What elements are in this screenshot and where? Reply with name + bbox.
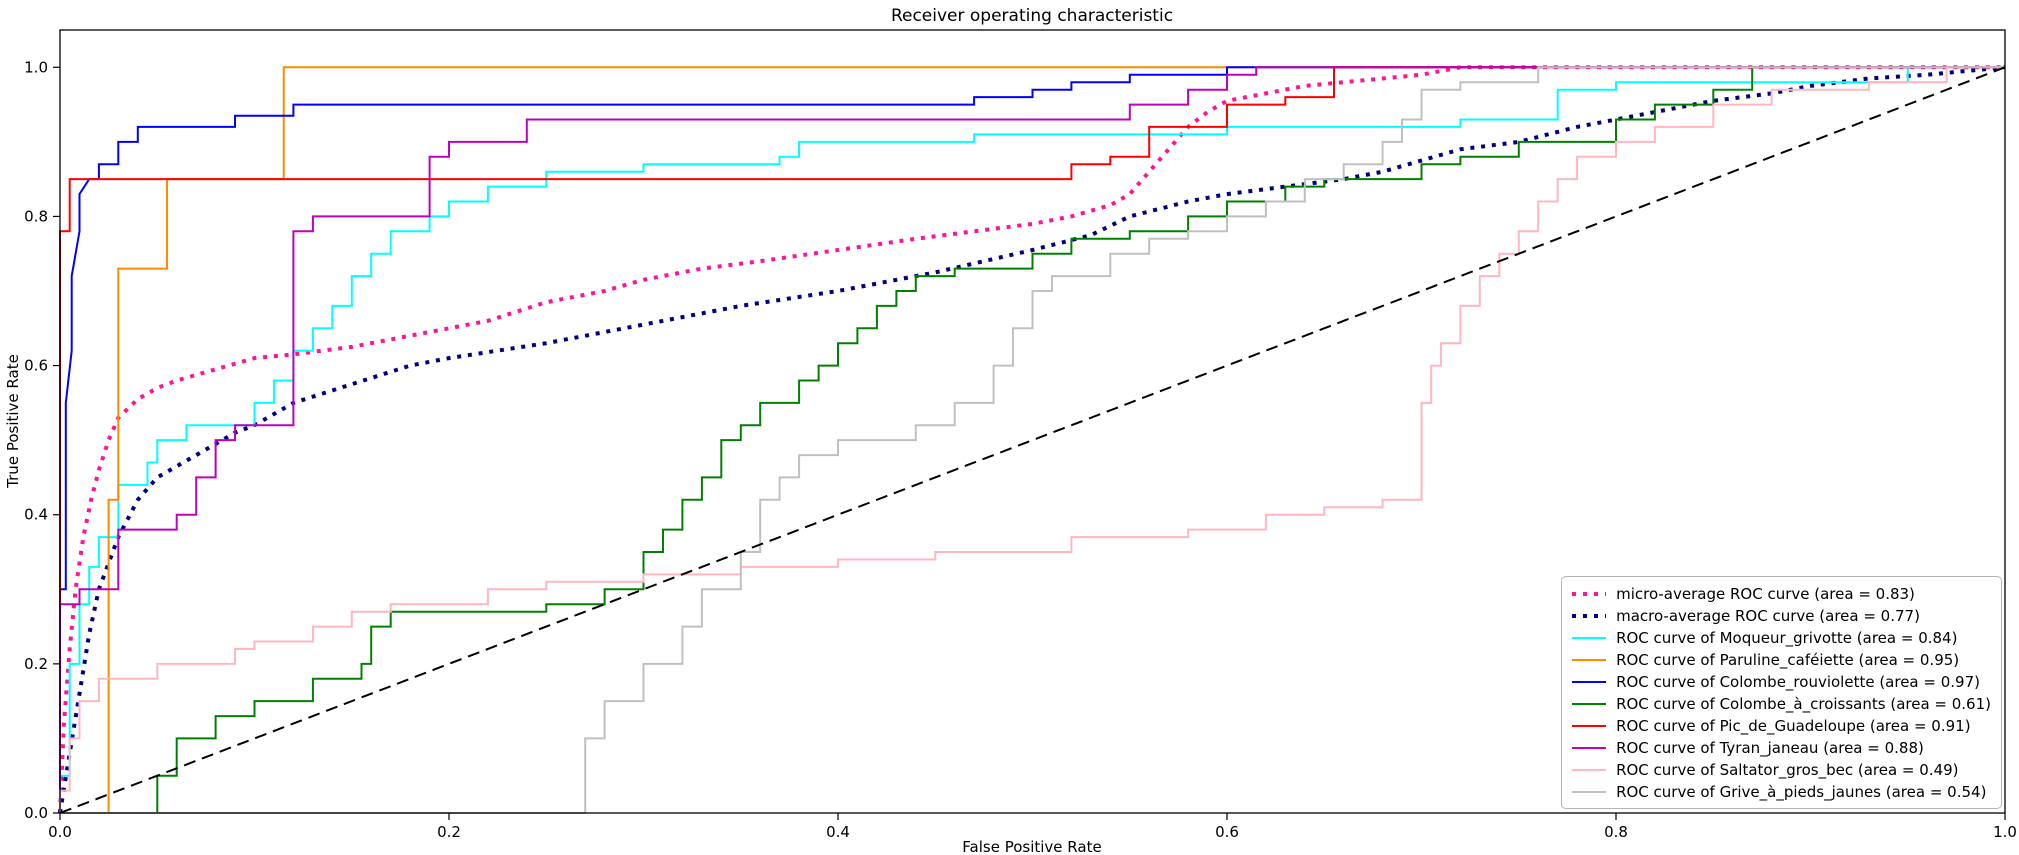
legend-line-sample — [1572, 768, 1607, 771]
legend-label: ROC curve of Paruline_caféiette (area = … — [1616, 650, 1960, 669]
chart-legend: micro-average ROC curve (area = 0.83) mac… — [1561, 576, 2002, 809]
x-tick-label: 0.8 — [1604, 823, 1628, 841]
roc-series-7 — [59, 66, 2005, 813]
roc-series-9 — [60, 66, 2005, 814]
legend-label: macro-average ROC curve (area = 0.77) — [1616, 606, 1920, 625]
legend-item: macro-average ROC curve (area = 0.77) — [1572, 606, 1991, 625]
x-tick-label: 1.0 — [1993, 823, 2017, 841]
legend-line-sample — [1572, 636, 1607, 639]
y-tick-label: 0.8 — [24, 207, 48, 225]
legend-label: ROC curve of Colombe_rouviolette (area =… — [1616, 672, 1980, 691]
plot-spines — [59, 29, 2006, 814]
roc-series-10 — [59, 66, 2006, 814]
legend-label: ROC curve of Pic_de_Guadeloupe (area = 0… — [1616, 716, 1971, 735]
y-tick-label: 0.6 — [24, 357, 48, 375]
legend-label: ROC curve of Saltator_gros_bec (area = 0… — [1616, 760, 1959, 779]
legend-label: ROC curve of Grive_à_pieds_jaunes (area … — [1616, 782, 1987, 801]
roc-series-8 — [59, 66, 2005, 813]
y-tick-label: 0.2 — [24, 655, 48, 673]
legend-line-sample — [1572, 613, 1607, 618]
legend-item: ROC curve of Colombe_à_croissants (area … — [1572, 694, 1991, 713]
roc-series-0 — [58, 65, 2005, 814]
legend-item: ROC curve of Paruline_caféiette (area = … — [1572, 650, 1991, 669]
legend-item: ROC curve of Moqueur_grivotte (area = 0.… — [1572, 628, 1991, 647]
legend-line-sample — [1572, 680, 1607, 683]
legend-line-sample — [1572, 702, 1607, 705]
y-tick-label: 0.0 — [24, 804, 48, 822]
x-tick-label: 0.6 — [1215, 823, 1239, 841]
legend-item: ROC curve of Tyran_janeau (area = 0.88) — [1572, 738, 1991, 757]
legend-label: micro-average ROC curve (area = 0.83) — [1616, 584, 1915, 603]
roc-series-5 — [60, 66, 2005, 814]
x-tick-label: 0.2 — [437, 823, 461, 841]
legend-item: micro-average ROC curve (area = 0.83) — [1572, 584, 1991, 603]
x-axis-label: False Positive Rate — [962, 838, 1102, 855]
y-tick-label: 1.0 — [24, 58, 48, 76]
x-tick-label: 0.4 — [826, 823, 850, 841]
x-tick-label: 0.0 — [48, 823, 72, 841]
y-axis-label: True Positive Rate — [4, 354, 22, 488]
roc-series-6 — [59, 66, 2005, 813]
legend-item: ROC curve of Pic_de_Guadeloupe (area = 0… — [1572, 716, 1991, 735]
roc-series-4 — [59, 66, 2005, 813]
y-tick-label: 0.4 — [24, 506, 48, 524]
legend-item: ROC curve of Grive_à_pieds_jaunes (area … — [1572, 782, 1991, 801]
legend-item: ROC curve of Colombe_rouviolette (area =… — [1572, 672, 1991, 691]
legend-line-sample — [1572, 790, 1607, 793]
legend-item: ROC curve of Saltator_gros_bec (area = 0… — [1572, 760, 1991, 779]
legend-label: ROC curve of Colombe_à_croissants (area … — [1616, 694, 1991, 713]
legend-line-sample — [1572, 746, 1607, 749]
legend-label: ROC curve of Moqueur_grivotte (area = 0.… — [1616, 628, 1958, 647]
legend-label: ROC curve of Tyran_janeau (area = 0.88) — [1616, 738, 1924, 757]
roc-series-3 — [60, 66, 2005, 814]
legend-line-sample — [1572, 591, 1607, 596]
legend-line-sample — [1572, 724, 1607, 727]
legend-line-sample — [1572, 658, 1607, 661]
chart-title: Receiver operating characteristic — [890, 6, 1174, 26]
